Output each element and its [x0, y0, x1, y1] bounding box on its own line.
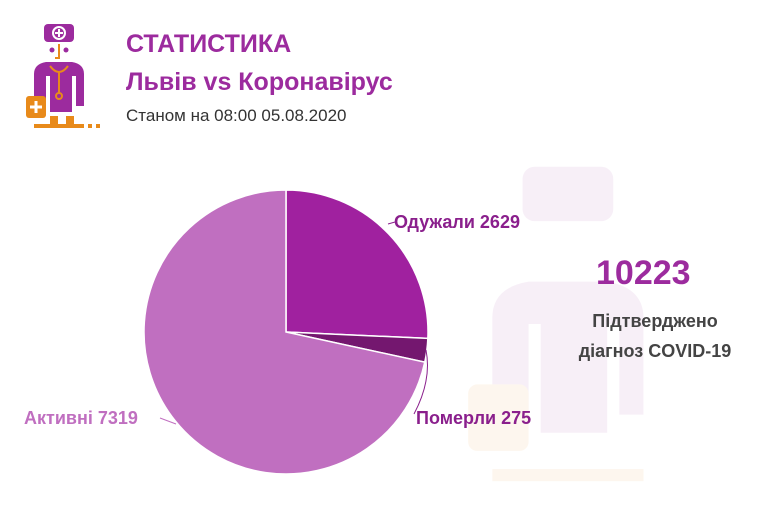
doctor-logo-icon — [26, 24, 100, 128]
total-caption: Підтверджено діагноз COVID-19 — [560, 306, 750, 366]
caption-line-1: Підтверджено — [592, 311, 718, 331]
date-text: Станом на 08:00 05.08.2020 — [126, 106, 347, 125]
slice-recovered — [285, 189, 429, 340]
background-watermark-icon — [468, 166, 644, 482]
leader-active — [159, 417, 177, 425]
leader-recovered — [387, 221, 396, 225]
page-title: СТАТИСТИКА — [126, 30, 292, 58]
leader-deaths — [413, 349, 428, 415]
label-deaths: Померли 275 — [416, 408, 532, 428]
caption-line-2: діагноз COVID-19 — [578, 341, 732, 361]
slice-active — [143, 189, 426, 475]
total-count: 10223 — [596, 254, 691, 292]
label-active: Активні 7319 — [24, 408, 138, 428]
page-subtitle: Львів vs Коронавірус — [126, 68, 393, 96]
label-recovered: Одужали 2629 — [394, 212, 520, 232]
